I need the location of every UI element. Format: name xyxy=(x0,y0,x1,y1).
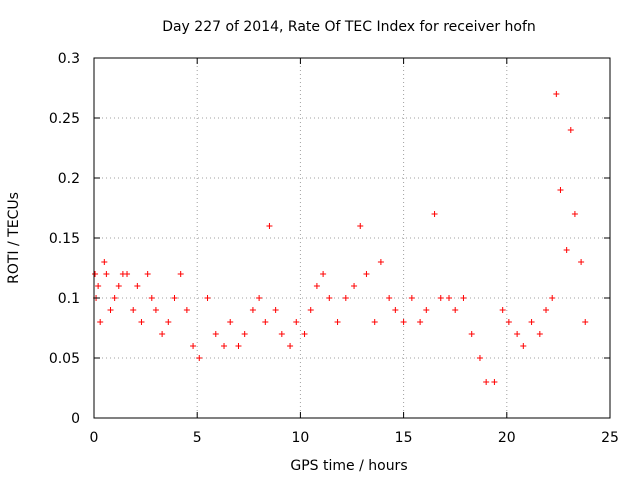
data-point xyxy=(95,283,102,289)
data-point xyxy=(476,355,483,361)
data-point xyxy=(563,247,570,253)
data-point xyxy=(351,283,358,289)
data-point xyxy=(557,187,564,193)
data-point xyxy=(266,223,273,229)
y-axis-ticks: 0 0.05 0.1 0.15 0.2 0.25 0.3 xyxy=(49,51,610,427)
y-tick-label: 0.25 xyxy=(49,111,80,127)
x-tick-label: 0 xyxy=(90,430,99,446)
data-point xyxy=(101,259,108,265)
data-point xyxy=(278,331,285,337)
chart-title: Day 227 of 2014, Rate Of TEC Index for r… xyxy=(162,19,536,35)
data-point xyxy=(578,259,585,265)
data-point xyxy=(582,319,589,325)
data-point xyxy=(549,295,556,301)
data-point xyxy=(92,271,99,277)
x-tick-label: 20 xyxy=(498,430,516,446)
data-point xyxy=(204,295,211,301)
data-point xyxy=(235,343,242,349)
data-points xyxy=(92,91,589,385)
data-point xyxy=(468,331,475,337)
data-point xyxy=(212,331,219,337)
data-point xyxy=(227,319,234,325)
data-point xyxy=(307,307,314,313)
data-point xyxy=(491,379,498,385)
data-point xyxy=(262,319,269,325)
data-point xyxy=(190,343,197,349)
y-tick-label: 0.1 xyxy=(58,291,80,307)
data-point xyxy=(460,295,467,301)
data-point xyxy=(221,343,228,349)
data-point xyxy=(320,271,327,277)
data-point xyxy=(446,295,453,301)
data-point xyxy=(111,295,118,301)
x-tick-label: 5 xyxy=(193,430,202,446)
data-point xyxy=(342,295,349,301)
data-point xyxy=(124,271,131,277)
x-tick-label: 10 xyxy=(291,430,309,446)
data-point xyxy=(334,319,341,325)
data-point xyxy=(171,295,178,301)
data-point xyxy=(536,331,543,337)
data-point xyxy=(293,319,300,325)
y-tick-label: 0.05 xyxy=(49,351,80,367)
data-point xyxy=(400,319,407,325)
data-point xyxy=(287,343,294,349)
x-axis-ticks: 0 5 10 15 20 25 xyxy=(90,58,619,446)
data-point xyxy=(326,295,333,301)
data-point xyxy=(301,331,308,337)
data-point xyxy=(377,259,384,265)
data-point xyxy=(392,307,399,313)
data-point xyxy=(371,319,378,325)
data-point xyxy=(177,271,184,277)
data-point xyxy=(115,283,122,289)
data-point xyxy=(256,295,263,301)
y-tick-label: 0.15 xyxy=(49,231,80,247)
data-point xyxy=(528,319,535,325)
x-axis-label: GPS time / hours xyxy=(290,458,407,474)
data-point xyxy=(499,307,506,313)
y-tick-label: 0 xyxy=(71,411,80,427)
data-point xyxy=(553,91,560,97)
data-point xyxy=(483,379,490,385)
y-axis-label: ROTI / TECUs xyxy=(6,192,22,284)
data-point xyxy=(130,307,137,313)
data-point xyxy=(423,307,430,313)
data-point xyxy=(431,211,438,217)
data-point xyxy=(452,307,459,313)
data-point xyxy=(148,295,155,301)
data-point xyxy=(363,271,370,277)
y-tick-label: 0.2 xyxy=(58,171,80,187)
x-tick-label: 25 xyxy=(601,430,619,446)
data-point xyxy=(165,319,172,325)
data-point xyxy=(196,355,203,361)
data-point xyxy=(417,319,424,325)
data-point xyxy=(107,307,114,313)
data-point xyxy=(272,307,279,313)
data-point xyxy=(249,307,256,313)
data-point xyxy=(138,319,145,325)
data-point xyxy=(505,319,512,325)
data-point xyxy=(134,283,141,289)
data-point xyxy=(357,223,364,229)
data-point xyxy=(183,307,190,313)
data-point xyxy=(241,331,248,337)
data-point xyxy=(313,283,320,289)
data-point xyxy=(567,127,574,133)
data-point xyxy=(571,211,578,217)
data-point xyxy=(543,307,550,313)
data-point xyxy=(144,271,151,277)
data-point xyxy=(103,271,110,277)
data-point xyxy=(408,295,415,301)
data-point xyxy=(514,331,521,337)
data-point xyxy=(159,331,166,337)
data-point xyxy=(437,295,444,301)
x-tick-label: 15 xyxy=(395,430,413,446)
y-tick-label: 0.3 xyxy=(58,51,80,67)
data-point xyxy=(520,343,527,349)
data-point xyxy=(152,307,159,313)
data-point xyxy=(386,295,393,301)
data-point xyxy=(97,319,104,325)
